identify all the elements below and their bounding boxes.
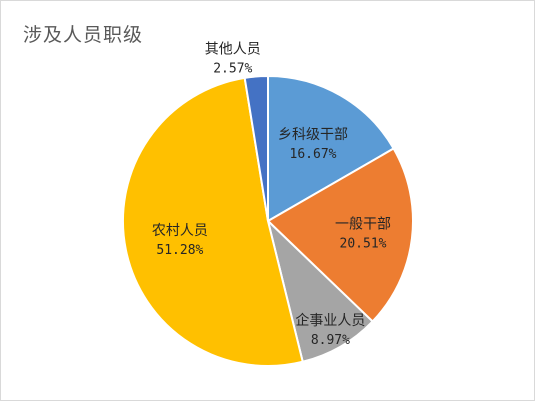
chart-title: 涉及人员职级 xyxy=(23,24,144,46)
pie-label-value: 8.97% xyxy=(311,333,350,348)
pie-label-category: 农村人员 xyxy=(152,223,208,239)
pie-label-5: 其他人员 2.57% xyxy=(205,42,261,77)
pie-label-value: 16.67% xyxy=(290,147,337,162)
pie-slice-4 xyxy=(122,76,304,367)
pie-label-4: 农村人员 51.28% xyxy=(152,223,208,258)
pie-label-category: 企事业人员 xyxy=(295,312,365,329)
pie-label-3: 企事业人员 8.97% xyxy=(295,312,365,348)
pie-slice-1 xyxy=(267,74,395,223)
pie-label-category: 乡科级干部 xyxy=(278,127,348,143)
pie-labels: 乡科级干部 16.67% 一般干部 20.51% 企事业人员 8.97% 农村人员 51.28… xyxy=(152,42,391,348)
pie-slices xyxy=(122,74,414,367)
pie-label-value: 2.57% xyxy=(213,62,252,77)
pie-label-2: 一般干部 20.51% xyxy=(335,217,391,252)
pie-label-category: 一般干部 xyxy=(335,217,391,233)
pie-label-1: 乡科级干部 16.67% xyxy=(278,127,348,162)
pie-slice-5 xyxy=(243,74,269,222)
pie-label-category: 其他人员 xyxy=(205,42,261,58)
pie-label-value: 20.51% xyxy=(340,237,387,252)
pie-label-value: 51.28% xyxy=(156,243,203,258)
pie-slice-2 xyxy=(266,147,414,323)
